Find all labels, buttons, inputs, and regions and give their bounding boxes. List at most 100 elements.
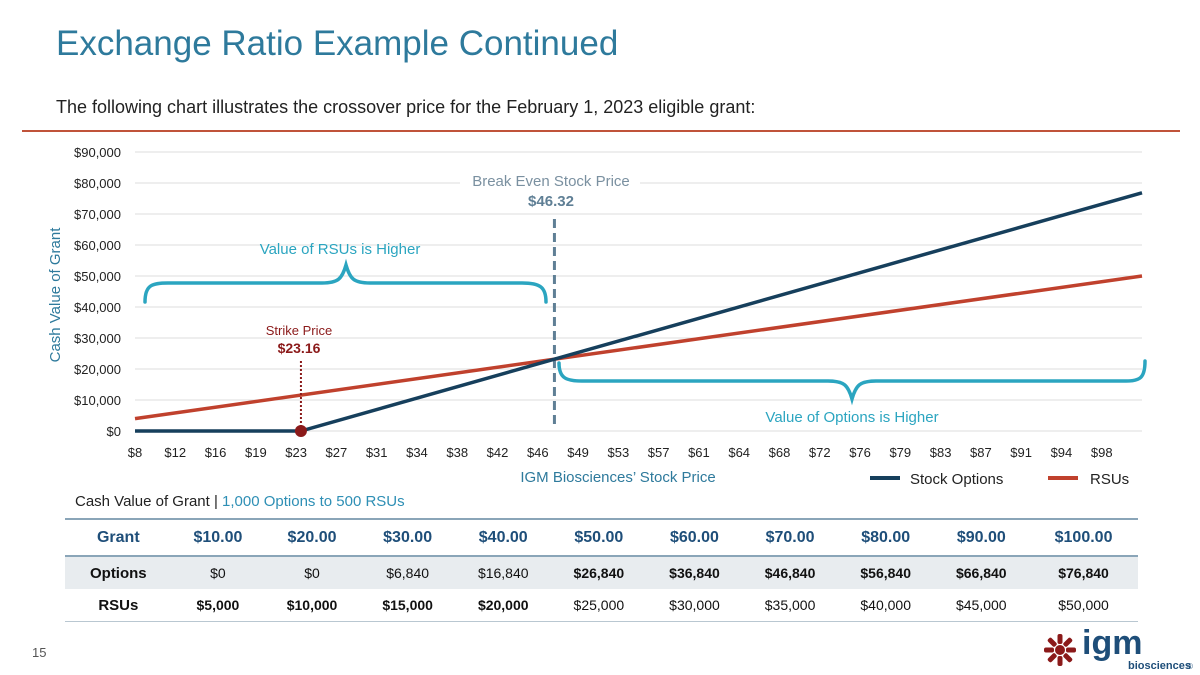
table-cell: $46,840: [742, 556, 838, 589]
x-tick-label: $53: [608, 445, 630, 460]
y-tick-label: $60,000: [74, 238, 121, 253]
table-row-options: Options $0 $0 $6,840 $16,840 $26,840 $36…: [65, 556, 1138, 589]
table-cell: $6,840: [359, 556, 456, 589]
table-header: $80.00: [837, 518, 934, 557]
table-cell: $15,000: [359, 589, 456, 622]
x-tick-label: $34: [406, 445, 428, 460]
table-caption: Cash Value of Grant | 1,000 Options to 5…: [75, 493, 405, 510]
legend-stock-options-label: Stock Options: [910, 471, 1003, 488]
y-tick-label: $30,000: [74, 331, 121, 346]
strike-price-label: Strike Price: [266, 323, 332, 338]
y-axis-ticks: $0 $10,000 $20,000 $30,000 $40,000 $50,000 $60…: [74, 145, 121, 439]
x-tick-label: $49: [567, 445, 589, 460]
x-tick-label: $8: [128, 445, 142, 460]
y-tick-label: $40,000: [74, 300, 121, 315]
table-header: $10.00: [171, 518, 265, 557]
table-cell: $10,000: [264, 589, 360, 622]
x-tick-label: $27: [326, 445, 348, 460]
table-header: Grant: [65, 518, 172, 557]
table-caption-main: Cash Value of Grant |: [75, 493, 218, 510]
table-cell: $45,000: [933, 589, 1030, 622]
row-label: RSUs: [65, 589, 172, 622]
title-divider: [22, 130, 1180, 132]
table-cell: $56,840: [837, 556, 934, 589]
y-tick-label: $70,000: [74, 207, 121, 222]
rsu-higher-label: Value of RSUs is Higher: [260, 241, 421, 258]
y-tick-label: $50,000: [74, 269, 121, 284]
y-tick-label: $0: [107, 424, 121, 439]
crossover-chart: $0 $10,000 $20,000 $30,000 $40,000 $50,000 $60…: [47, 145, 1147, 488]
row-label: Options: [65, 556, 172, 589]
grant-value-table: Grant $10.00 $20.00 $30.00 $40.00 $50.00…: [65, 518, 1138, 622]
x-tick-label: $38: [446, 445, 468, 460]
table-caption-ratio: 1,000 Options to 500 RSUs: [222, 493, 405, 510]
legend-rsus-label: RSUs: [1090, 471, 1129, 488]
series-rsus-line: [134, 274, 1143, 421]
table-header: $20.00: [264, 518, 360, 557]
x-tick-label: $23: [285, 445, 307, 460]
x-tick-label: $83: [930, 445, 952, 460]
table-cell: $25,000: [551, 589, 647, 622]
logo-registered-mark: ®: [1187, 662, 1193, 671]
x-tick-label: $91: [1010, 445, 1032, 460]
table-header: $40.00: [455, 518, 552, 557]
logo-subtext: biosciences: [1128, 660, 1191, 672]
table-cell: $26,840: [551, 556, 647, 589]
break-even-label-bg: [460, 171, 640, 209]
page-number: 15: [32, 645, 47, 660]
y-tick-label: $80,000: [74, 176, 121, 191]
logo-wordmark: igm: [1082, 628, 1142, 662]
y-tick-label: $10,000: [74, 393, 121, 408]
y-tick-label: $90,000: [74, 145, 121, 160]
x-tick-label: $16: [205, 445, 227, 460]
x-tick-label: $42: [487, 445, 509, 460]
table-cell: $16,840: [455, 556, 552, 589]
table-cell: $0: [264, 556, 360, 589]
x-tick-label: $61: [688, 445, 710, 460]
y-axis-label: Cash Value of Grant: [47, 227, 64, 363]
options-higher-label: Value of Options is Higher: [765, 409, 938, 426]
x-tick-label: $98: [1091, 445, 1113, 460]
logo-mark-icon: [1044, 634, 1076, 666]
table-cell: $35,000: [742, 589, 838, 622]
igm-biosciences-logo: igm biosciences ®: [1044, 628, 1193, 672]
page-title: Exchange Ratio Example Continued: [56, 24, 619, 63]
table-cell: $50,000: [1029, 589, 1138, 622]
series-options-line: [135, 191, 1143, 433]
rsu-higher-brace: [143, 258, 548, 304]
x-tick-label: $64: [728, 445, 750, 460]
table-cell: $66,840: [933, 556, 1030, 589]
x-tick-label: $87: [970, 445, 992, 460]
x-tick-label: $72: [809, 445, 831, 460]
table-header-row: Grant $10.00 $20.00 $30.00 $40.00 $50.00…: [65, 518, 1138, 557]
table-cell: $76,840: [1029, 556, 1138, 589]
options-higher-brace: [557, 359, 1147, 406]
table-cell: $20,000: [455, 589, 552, 622]
x-tick-label: $31: [366, 445, 388, 460]
table-header: $50.00: [551, 518, 647, 557]
table-header: $70.00: [742, 518, 838, 557]
table-cell: $40,000: [837, 589, 934, 622]
x-tick-label: $68: [769, 445, 791, 460]
break-even-label: Break Even Stock Price: [472, 173, 630, 190]
table-cell: $36,840: [646, 556, 743, 589]
x-tick-label: $19: [245, 445, 267, 460]
x-axis-ticks: $8 $12 $16 $19 $23 $27 $31 $34 $38 $42 $46 $49 $53 $5…: [128, 445, 1113, 460]
x-tick-label: $12: [164, 445, 186, 460]
x-tick-label: $46: [527, 445, 549, 460]
table-cell: $5,000: [171, 589, 265, 622]
page-subtitle: The following chart illustrates the cros…: [56, 97, 756, 117]
x-tick-label: $76: [849, 445, 871, 460]
table-header: $100.00: [1029, 518, 1138, 557]
x-tick-label: $94: [1051, 445, 1073, 460]
table-header: $60.00: [646, 518, 743, 557]
x-axis-label: IGM Biosciences’ Stock Price: [520, 469, 715, 486]
table-header: $30.00: [359, 518, 456, 557]
table-cell: $0: [171, 556, 265, 589]
table-row-rsus: RSUs $5,000 $10,000 $15,000 $20,000 $25,…: [65, 589, 1138, 622]
break-even-value: $46.32: [528, 193, 574, 210]
y-tick-label: $20,000: [74, 362, 121, 377]
x-tick-label: $79: [889, 445, 911, 460]
x-tick-label: $57: [648, 445, 670, 460]
table-header: $90.00: [933, 518, 1030, 557]
